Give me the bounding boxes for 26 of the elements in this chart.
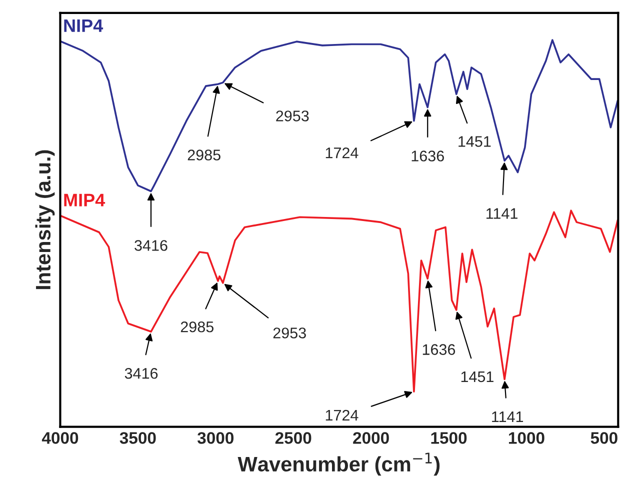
x-tick-label: 3000 [197,432,234,444]
x-axis-title: Wavenumber (cm$^{−1}$) [238,452,440,476]
annotation: 3416 [134,240,168,251]
x-tick-label: 1500 [431,432,467,444]
annotation: 2985 [180,321,214,332]
x-tick-label: 1000 [508,432,544,444]
annotation: 1451 [458,136,491,147]
annotation: 1141 [486,208,518,219]
annotation: 1636 [412,150,444,162]
series-label: NIP4 [64,19,104,32]
y-axis-title: Intensity (a.u.) [35,150,55,290]
annotation: 2985 [188,150,220,160]
annotation: 1141 [492,412,524,422]
x-tick-label: 500 [590,432,618,444]
annotation: 1451 [461,371,494,382]
annotation: 2953 [273,328,306,338]
x-tick-label: 2500 [275,432,312,444]
annotation: 1636 [422,344,456,355]
annotation: 3416 [124,368,158,379]
annotation: 1724 [326,147,358,158]
series-label: MIP4 [64,194,106,206]
annotation: 2953 [276,110,309,122]
x-tick-label: 4000 [42,432,78,444]
x-tick-label: 3500 [120,432,156,444]
x-tick-label: 2000 [353,432,389,444]
annotation: 1724 [326,410,358,421]
